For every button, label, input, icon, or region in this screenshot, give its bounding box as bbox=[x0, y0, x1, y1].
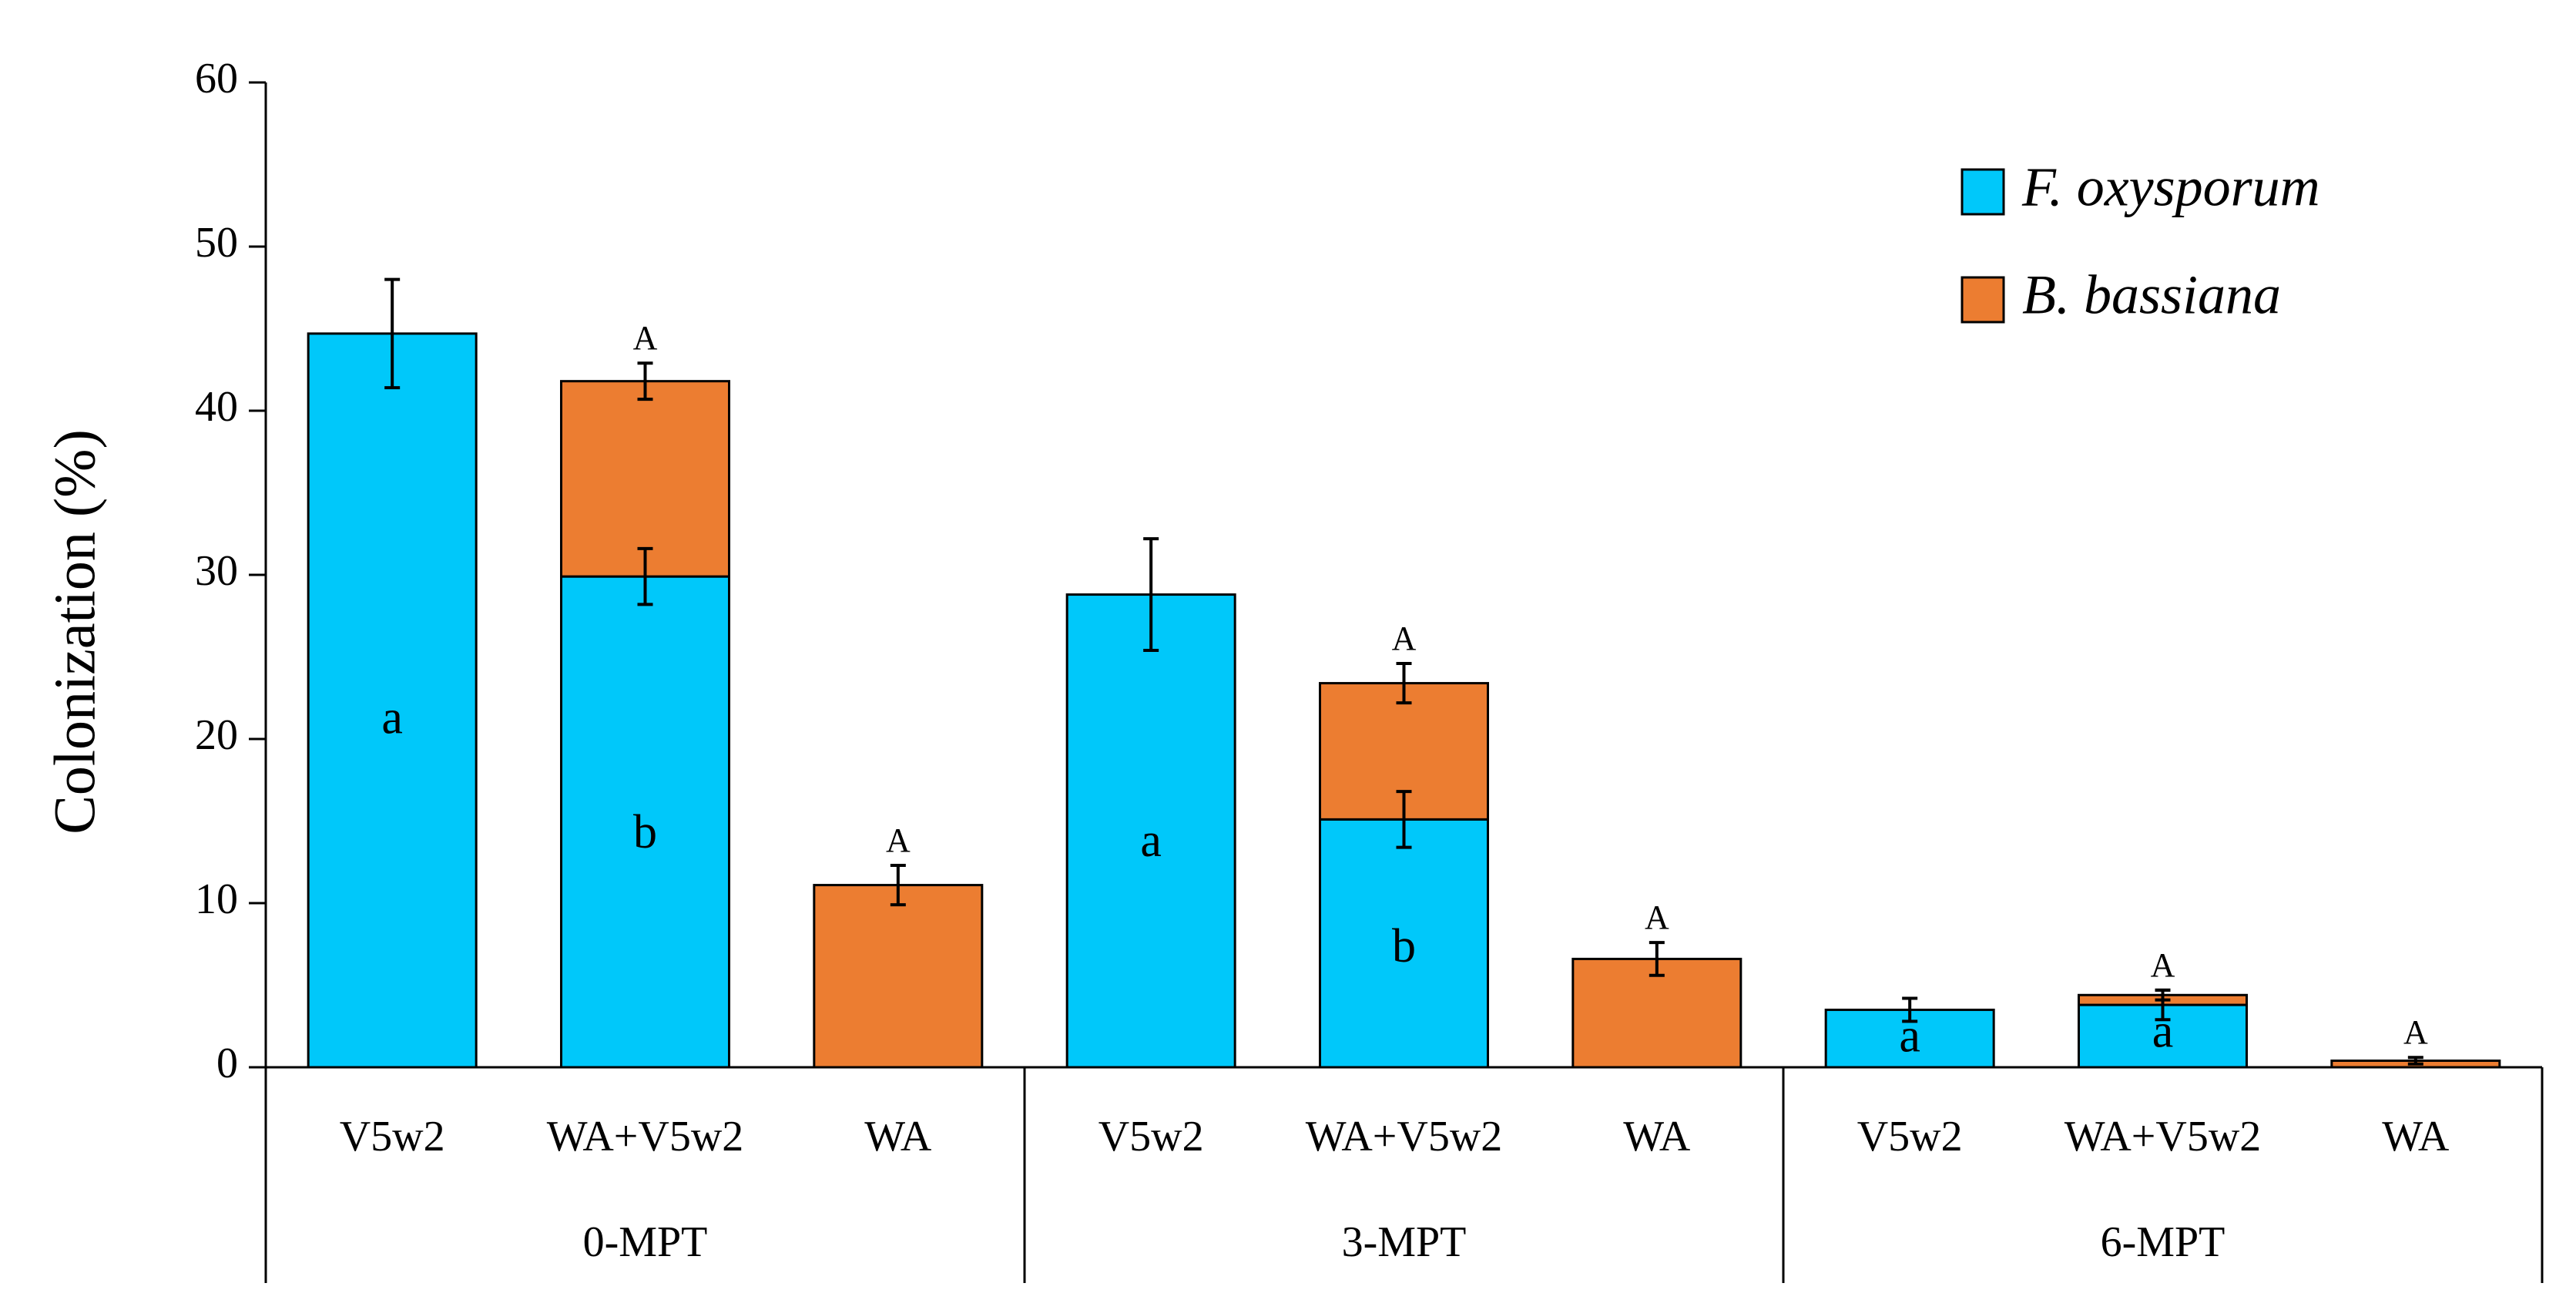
group-label: 0-MPT bbox=[583, 1218, 708, 1266]
legend-label-bbas: B. bassiana bbox=[2022, 264, 2281, 326]
significance-letter: a bbox=[1899, 1010, 1920, 1063]
x-axis-labels: 0-MPT V5w2 WA+V5w2 WA 3-MPT V5w2 WA+V5w2 WA 6-MP… bbox=[340, 1113, 2450, 1266]
top-significance-letter: A bbox=[886, 821, 911, 859]
error-bars bbox=[384, 277, 2423, 1066]
group-label: 6-MPT bbox=[2101, 1218, 2225, 1266]
y-tick-label: 30 bbox=[195, 547, 238, 595]
top-significance-letter: A bbox=[1392, 620, 1417, 657]
significance-letter: b bbox=[1392, 920, 1416, 972]
y-tick-label: 20 bbox=[195, 711, 238, 759]
category-label: V5w2 bbox=[1857, 1113, 1963, 1161]
y-axis-title: Colonization (%) bbox=[42, 429, 107, 835]
y-axis-ticks: 0 10 20 30 40 50 60 bbox=[195, 55, 266, 1087]
significance-letter: a bbox=[1140, 815, 1162, 867]
bar-bbas bbox=[560, 380, 730, 578]
category-label: WA bbox=[2382, 1113, 2450, 1161]
y-tick-label: 0 bbox=[216, 1040, 238, 1087]
category-label: WA bbox=[864, 1113, 932, 1161]
top-significance-letter: A bbox=[2403, 1013, 2428, 1051]
top-significance-letter: A bbox=[2151, 946, 2175, 984]
legend: F. oxysporum B. bassiana bbox=[1961, 156, 2320, 326]
bar-bbas bbox=[1571, 957, 1742, 1069]
top-significance-letter: A bbox=[633, 319, 658, 357]
bar-bbas bbox=[813, 884, 984, 1069]
y-tick-label: 40 bbox=[195, 383, 238, 431]
significance-letter: a bbox=[2152, 1005, 2174, 1057]
y-tick-label: 10 bbox=[195, 875, 238, 923]
category-label: WA+V5w2 bbox=[547, 1113, 744, 1161]
bars bbox=[307, 332, 2501, 1069]
axes bbox=[264, 82, 2544, 1283]
bar-foxy bbox=[1065, 593, 1236, 1069]
legend-label-foxy: F. oxysporum bbox=[2021, 156, 2320, 218]
category-label: WA bbox=[1623, 1113, 1691, 1161]
legend-swatch-foxy bbox=[1961, 168, 2005, 216]
category-label: WA+V5w2 bbox=[1306, 1113, 1503, 1161]
category-label: V5w2 bbox=[1098, 1113, 1204, 1161]
category-label: V5w2 bbox=[340, 1113, 445, 1161]
category-label: WA+V5w2 bbox=[2064, 1113, 2262, 1161]
y-tick-label: 50 bbox=[195, 219, 238, 267]
group-label: 3-MPT bbox=[1342, 1218, 1467, 1266]
bar-foxy bbox=[1319, 818, 1489, 1069]
significance-letter: a bbox=[381, 692, 403, 744]
significance-letter: b bbox=[633, 806, 657, 858]
y-tick-label: 60 bbox=[195, 55, 238, 102]
legend-swatch-bbas bbox=[1961, 276, 2005, 324]
top-significance-letter: A bbox=[1645, 899, 1669, 936]
bar-foxy bbox=[560, 575, 730, 1069]
